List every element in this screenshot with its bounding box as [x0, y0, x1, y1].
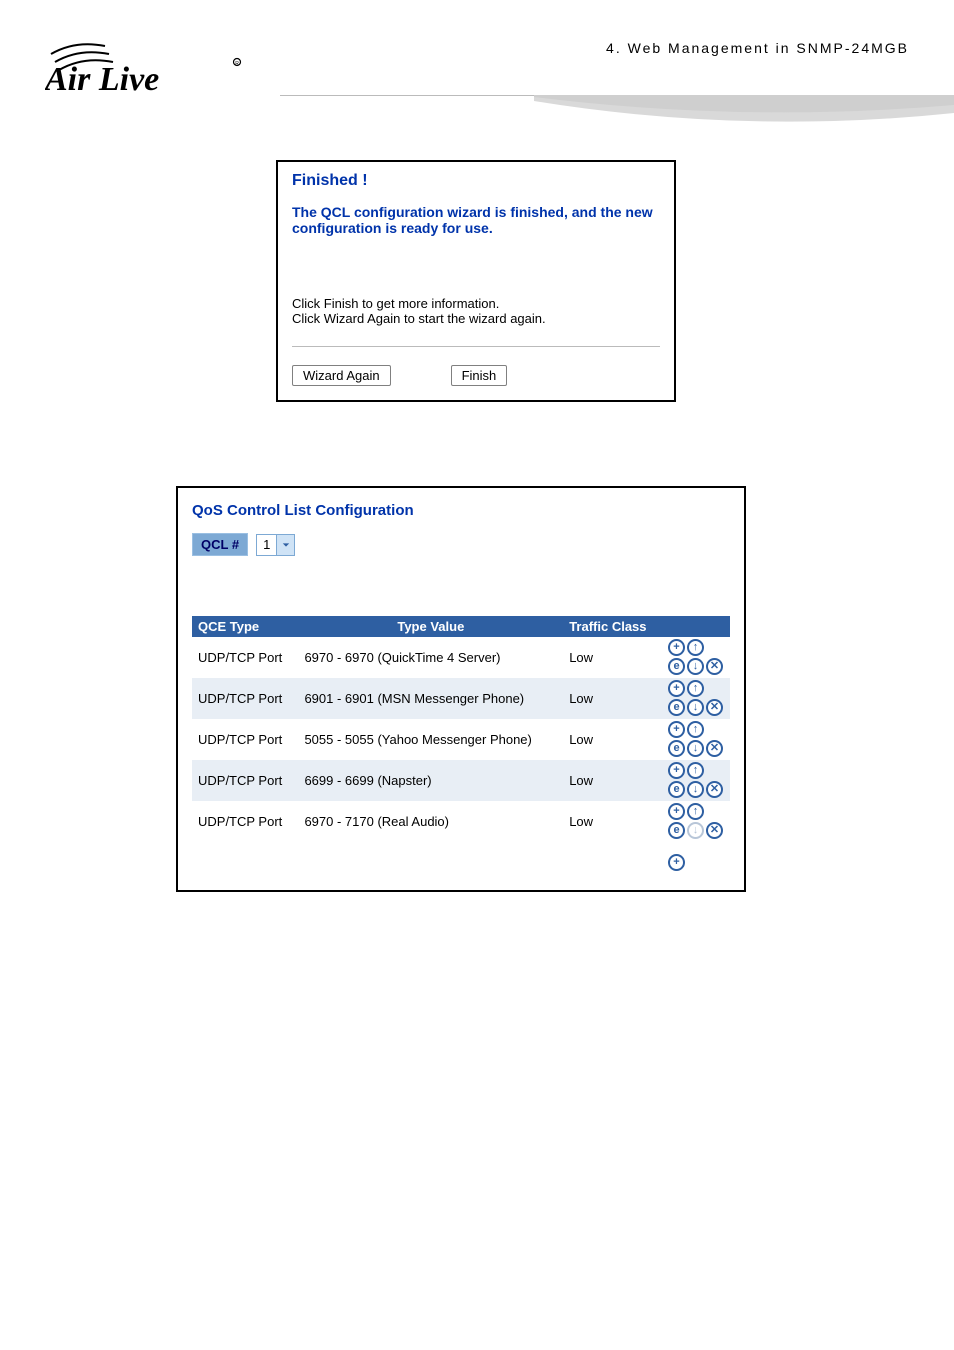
wizard-title: Finished !: [292, 172, 660, 190]
row-actions: +↑e↓✕: [668, 639, 724, 676]
cell-actions: +↑e↓✕: [662, 760, 730, 801]
col-traffic-class: Traffic Class: [563, 616, 662, 637]
wizard-subtitle: The QCL configuration wizard is finished…: [292, 204, 660, 236]
cell-qce-type: UDP/TCP Port: [192, 801, 298, 842]
cell-traffic-class: Low: [563, 719, 662, 760]
cell-type-value: 6970 - 6970 (QuickTime 4 Server): [298, 637, 563, 678]
cell-type-value: 5055 - 5055 (Yahoo Messenger Phone): [298, 719, 563, 760]
row-actions: +↑e↓✕: [668, 762, 724, 799]
table-row: UDP/TCP Port6970 - 7170 (Real Audio)Low+…: [192, 801, 730, 842]
cell-actions: +↑e↓✕: [662, 801, 730, 842]
cell-actions: +↑e↓✕: [662, 719, 730, 760]
cell-qce-type: UDP/TCP Port: [192, 719, 298, 760]
edit-icon[interactable]: e: [668, 822, 685, 839]
header-swoosh: [534, 95, 954, 135]
cell-traffic-class: Low: [563, 678, 662, 719]
table-row: UDP/TCP Port6970 - 6970 (QuickTime 4 Ser…: [192, 637, 730, 678]
cell-type-value: 6970 - 7170 (Real Audio): [298, 801, 563, 842]
add-icon[interactable]: +: [668, 680, 685, 697]
airlive-logo: Air Live R: [45, 36, 245, 101]
delete-icon[interactable]: ✕: [706, 781, 723, 798]
wizard-instruction-2: Click Wizard Again to start the wizard a…: [292, 311, 660, 326]
cell-actions: +: [662, 842, 730, 880]
move-up-icon[interactable]: ↑: [687, 639, 704, 656]
table-add-row: +: [192, 842, 730, 880]
page: Air Live R 4. Web Management in SNMP-24M…: [0, 0, 954, 1350]
cell-traffic-class: Low: [563, 637, 662, 678]
breadcrumb: 4. Web Management in SNMP-24MGB: [606, 40, 909, 56]
move-up-icon[interactable]: ↑: [687, 680, 704, 697]
svg-text:R: R: [235, 61, 239, 67]
cell-type-value: 6699 - 6699 (Napster): [298, 760, 563, 801]
table-row: UDP/TCP Port5055 - 5055 (Yahoo Messenger…: [192, 719, 730, 760]
qcl-select[interactable]: 1: [256, 534, 295, 556]
delete-icon[interactable]: ✕: [706, 699, 723, 716]
add-icon[interactable]: +: [668, 639, 685, 656]
qcl-select-value: 1: [257, 537, 276, 552]
add-icon[interactable]: +: [668, 854, 685, 871]
move-down-icon[interactable]: ↓: [687, 740, 704, 757]
chevron-down-icon: [276, 535, 294, 555]
svg-text:Air Live: Air Live: [45, 61, 159, 96]
move-down-icon[interactable]: ↓: [687, 781, 704, 798]
cell-traffic-class: Low: [563, 760, 662, 801]
edit-icon[interactable]: e: [668, 699, 685, 716]
qcl-hash-label: QCL #: [192, 533, 248, 556]
table-row: UDP/TCP Port6699 - 6699 (Napster)Low+↑e↓…: [192, 760, 730, 801]
add-icon[interactable]: +: [668, 721, 685, 738]
qcl-config-panel: QoS Control List Configuration QCL # 1 Q…: [176, 486, 746, 892]
edit-icon[interactable]: e: [668, 740, 685, 757]
cell-actions: +↑e↓✕: [662, 678, 730, 719]
cell-qce-type: UDP/TCP Port: [192, 637, 298, 678]
edit-icon[interactable]: e: [668, 781, 685, 798]
cell-qce-type: UDP/TCP Port: [192, 760, 298, 801]
cell-traffic-class: Low: [563, 801, 662, 842]
move-down-icon[interactable]: ↓: [687, 658, 704, 675]
move-up-icon[interactable]: ↑: [687, 762, 704, 779]
wizard-buttons: Wizard Again Finish: [292, 365, 660, 386]
move-down-icon[interactable]: ↓: [687, 699, 704, 716]
col-actions: [662, 616, 730, 637]
qcl-select-row: QCL # 1: [192, 533, 730, 556]
cell-qce-type: UDP/TCP Port: [192, 678, 298, 719]
row-actions: +↑e↓✕: [668, 721, 724, 758]
wizard-instruction-1: Click Finish to get more information.: [292, 296, 660, 311]
add-icon[interactable]: +: [668, 762, 685, 779]
col-qce-type: QCE Type: [192, 616, 298, 637]
row-actions: +↑e↓✕: [668, 803, 724, 840]
table-row: UDP/TCP Port6901 - 6901 (MSN Messenger P…: [192, 678, 730, 719]
wizard-again-button[interactable]: Wizard Again: [292, 365, 391, 386]
cell-actions: +↑e↓✕: [662, 637, 730, 678]
edit-icon[interactable]: e: [668, 658, 685, 675]
move-up-icon[interactable]: ↑: [687, 721, 704, 738]
delete-icon[interactable]: ✕: [706, 822, 723, 839]
wizard-finished-panel: Finished ! The QCL configuration wizard …: [276, 160, 676, 402]
qcl-table: QCE Type Type Value Traffic Class UDP/TC…: [192, 616, 730, 880]
cell-type-value: 6901 - 6901 (MSN Messenger Phone): [298, 678, 563, 719]
add-icon[interactable]: +: [668, 803, 685, 820]
qcl-title: QoS Control List Configuration: [192, 502, 730, 519]
move-up-icon[interactable]: ↑: [687, 803, 704, 820]
move-down-icon: ↓: [687, 822, 704, 839]
wizard-instructions: Click Finish to get more information. Cl…: [292, 296, 660, 326]
delete-icon[interactable]: ✕: [706, 740, 723, 757]
delete-icon[interactable]: ✕: [706, 658, 723, 675]
col-type-value: Type Value: [298, 616, 563, 637]
divider: [292, 346, 660, 347]
row-actions: +↑e↓✕: [668, 680, 724, 717]
finish-button[interactable]: Finish: [451, 365, 508, 386]
page-header: Air Live R 4. Web Management in SNMP-24M…: [0, 30, 954, 101]
